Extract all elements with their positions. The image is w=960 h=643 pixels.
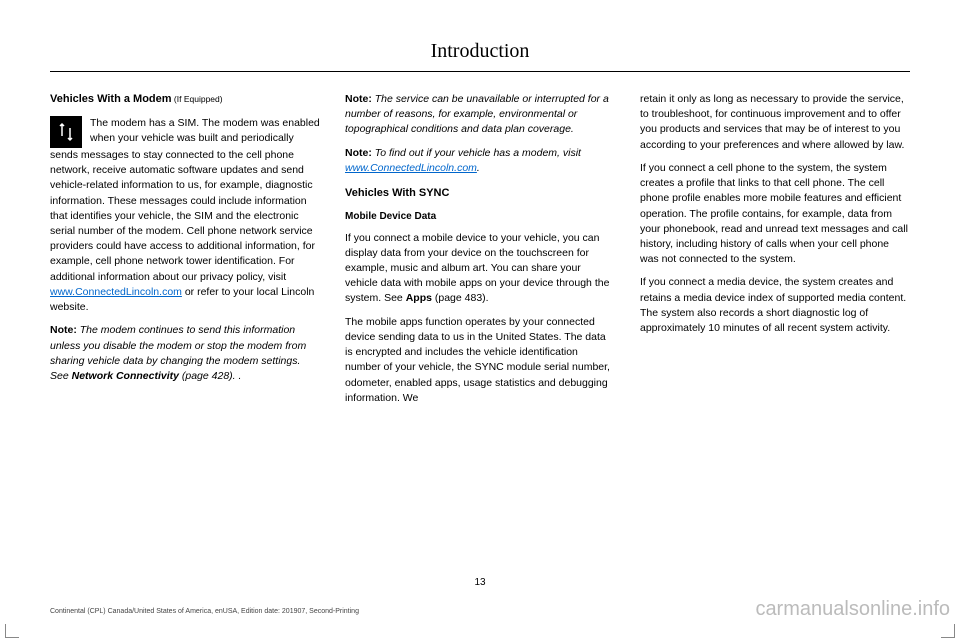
col3-para6: If you connect a media device, the syste…	[640, 275, 910, 336]
note1-label: Note:	[50, 324, 77, 336]
page-header: Introduction	[50, 40, 910, 72]
note3-end: .	[477, 162, 480, 174]
col1-heading-small: (If Equipped)	[172, 94, 223, 104]
col1-note1: Note: The modem continues to send this i…	[50, 323, 320, 384]
crop-mark-left	[5, 624, 19, 638]
col2-para2: If you connect a mobile device to your v…	[345, 231, 615, 307]
col2-note2: Note: The service can be unavailable or …	[345, 92, 615, 138]
icon-para-text: The modem has a SIM. The modem was enabl…	[90, 116, 320, 146]
note3-text: To find out if your vehicle has a modem,…	[372, 147, 581, 159]
col3-para4: retain it only as long as necessary to p…	[640, 92, 910, 153]
modem-icon	[50, 116, 82, 148]
crop-mark-right	[941, 624, 955, 638]
icon-paragraph: The modem has a SIM. The modem was enabl…	[50, 116, 320, 148]
col3-para5: If you connect a cell phone to the syste…	[640, 161, 910, 268]
col2-heading2: Vehicles With SYNC	[345, 186, 615, 202]
col2-para2-bold: Apps	[406, 292, 432, 304]
col1-para1-text: sends messages to stay connected to the …	[50, 149, 315, 283]
col2-heading3: Mobile Device Data	[345, 210, 615, 225]
note2-text: The service can be unavailable or interr…	[345, 93, 609, 135]
col2-note3: Note: To find out if your vehicle has a …	[345, 146, 615, 176]
column-3: retain it only as long as necessary to p…	[640, 92, 910, 414]
column-1: Vehicles With a Modem (If Equipped) The …	[50, 92, 320, 414]
note1-end: (page 428). .	[179, 370, 241, 382]
col2-para3: The mobile apps function operates by you…	[345, 315, 615, 406]
col1-heading: Vehicles With a Modem (If Equipped)	[50, 92, 320, 108]
connected-lincoln-link-1[interactable]: www.ConnectedLincoln.com	[50, 286, 182, 298]
watermark: carmanualsonline.info	[755, 598, 950, 621]
note3-label: Note:	[345, 147, 372, 159]
connected-lincoln-link-2[interactable]: www.ConnectedLincoln.com	[345, 162, 477, 174]
col1-para1: sends messages to stay connected to the …	[50, 148, 320, 315]
note2-label: Note:	[345, 93, 372, 105]
note1-bold: Network Connectivity	[72, 370, 179, 382]
column-2: Note: The service can be unavailable or …	[345, 92, 615, 414]
col1-heading-text: Vehicles With a Modem	[50, 93, 172, 105]
footer-text: Continental (CPL) Canada/United States o…	[50, 608, 359, 615]
page-number: 13	[0, 577, 960, 588]
content-area: Vehicles With a Modem (If Equipped) The …	[50, 92, 910, 414]
col2-para2-end: (page 483).	[432, 292, 489, 304]
